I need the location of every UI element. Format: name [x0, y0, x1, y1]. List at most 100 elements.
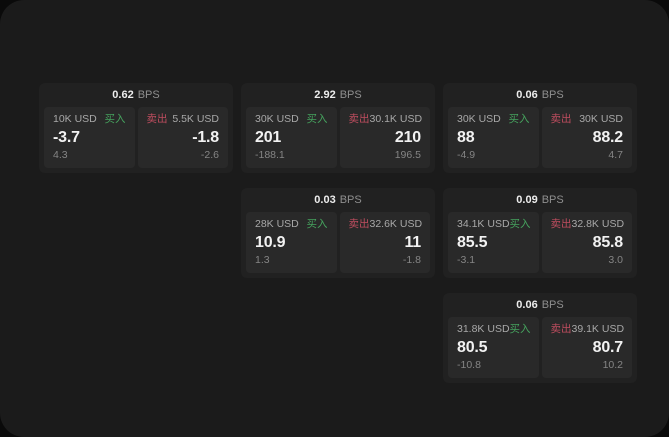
- sell-amount-label: 30.1K USD: [369, 113, 423, 125]
- spread-bps-value: 0.03: [314, 193, 336, 206]
- sell-side-label: 卖出: [348, 113, 370, 125]
- quote-card: 0.09 BPS 34.1K USD 买入 85.5 -3.1 卖出 32.8K…: [443, 188, 637, 278]
- buy-amount-label: 30K USD: [255, 113, 299, 125]
- quote-card: 0.62 BPS 10K USD 买入 -3.7 4.3 卖出 5.5K USD…: [39, 83, 233, 173]
- sell-quote-panel[interactable]: 卖出 5.5K USD -1.8 -2.6: [137, 107, 228, 168]
- bps-unit-label: BPS: [541, 193, 564, 206]
- buy-quote-panel[interactable]: 30K USD 买入 201 -188.1: [246, 107, 337, 168]
- sell-quote-panel[interactable]: 卖出 32.6K USD 11 -1.8: [339, 212, 430, 273]
- bps-unit-label: BPS: [541, 88, 564, 101]
- sell-panel-top: 卖出 39.1K USD: [550, 323, 625, 336]
- sell-price-value: -1.8: [192, 129, 219, 147]
- buy-amount-label: 30K USD: [457, 113, 501, 125]
- quote-panels: 30K USD 买入 201 -188.1 卖出 30.1K USD 210 1…: [241, 107, 435, 173]
- quote-card: 2.92 BPS 30K USD 买入 201 -188.1 卖出 30.1K …: [241, 83, 435, 173]
- quote-card: 0.06 BPS 31.8K USD 买入 80.5 -10.8 卖出 39.1…: [443, 293, 637, 383]
- sell-amount-label: 32.6K USD: [369, 218, 423, 230]
- sell-quote-panel[interactable]: 卖出 30.1K USD 210 196.5: [339, 107, 430, 168]
- buy-delta-value: -4.9: [457, 149, 476, 162]
- sell-amount-label: 30K USD: [579, 113, 623, 125]
- buy-panel-top: 10K USD 买入: [53, 113, 126, 126]
- buy-side-label: 买入: [509, 218, 531, 230]
- sell-delta-value: -1.8: [402, 254, 421, 267]
- sell-amount-label: 39.1K USD: [571, 323, 625, 335]
- card-header: 0.09 BPS: [443, 188, 637, 212]
- spread-bps-value: 0.09: [516, 193, 538, 206]
- spread-bps-value: 0.06: [516, 298, 538, 311]
- buy-delta-value: -3.1: [457, 254, 476, 267]
- buy-side-label: 买入: [104, 113, 126, 125]
- buy-panel-top: 30K USD 买入: [457, 113, 530, 126]
- buy-amount-label: 28K USD: [255, 218, 299, 230]
- sell-panel-top: 卖出 32.6K USD: [348, 218, 423, 231]
- buy-side-label: 买入: [509, 323, 531, 335]
- sell-amount-label: 32.8K USD: [571, 218, 625, 230]
- buy-price-value: -3.7: [53, 129, 80, 147]
- sell-delta-value: 4.7: [608, 149, 623, 162]
- buy-delta-value: -10.8: [457, 359, 481, 372]
- sell-quote-panel[interactable]: 卖出 39.1K USD 80.7 10.2: [541, 317, 632, 378]
- buy-quote-panel[interactable]: 28K USD 买入 10.9 1.3: [246, 212, 337, 273]
- buy-quote-panel[interactable]: 10K USD 买入 -3.7 4.3: [44, 107, 135, 168]
- sell-delta-value: -2.6: [200, 149, 219, 162]
- sell-panel-top: 卖出 30.1K USD: [348, 113, 423, 126]
- quote-panels: 28K USD 买入 10.9 1.3 卖出 32.6K USD 11 -1.8: [241, 212, 435, 278]
- buy-panel-top: 28K USD 买入: [255, 218, 328, 231]
- card-header: 2.92 BPS: [241, 83, 435, 107]
- sell-price-value: 80.7: [592, 339, 624, 357]
- quote-panels: 30K USD 买入 88 -4.9 卖出 30K USD 88.2 4.7: [443, 107, 637, 173]
- bps-unit-label: BPS: [339, 193, 362, 206]
- sell-price-value: 85.8: [592, 234, 624, 252]
- card-header: 0.62 BPS: [39, 83, 233, 107]
- card-header: 0.06 BPS: [443, 83, 637, 107]
- quote-card: 0.03 BPS 28K USD 买入 10.9 1.3 卖出 32.6K US…: [241, 188, 435, 278]
- sell-quote-panel[interactable]: 卖出 30K USD 88.2 4.7: [541, 107, 632, 168]
- buy-panel-top: 31.8K USD 买入: [457, 323, 531, 336]
- buy-side-label: 买入: [306, 113, 328, 125]
- buy-quote-panel[interactable]: 31.8K USD 买入 80.5 -10.8: [448, 317, 539, 378]
- buy-amount-label: 34.1K USD: [457, 218, 510, 230]
- sell-side-label: 卖出: [550, 113, 572, 125]
- buy-price-value: 85.5: [457, 234, 488, 252]
- sell-side-label: 卖出: [550, 323, 572, 335]
- buy-quote-panel[interactable]: 34.1K USD 买入 85.5 -3.1: [448, 212, 539, 273]
- sell-delta-value: 3.0: [608, 254, 623, 267]
- buy-side-label: 买入: [306, 218, 328, 230]
- buy-quote-panel[interactable]: 30K USD 买入 88 -4.9: [448, 107, 539, 168]
- sell-panel-top: 卖出 5.5K USD: [146, 113, 220, 126]
- buy-price-value: 10.9: [255, 234, 286, 252]
- bps-unit-label: BPS: [339, 88, 362, 101]
- sell-price-value: 88.2: [592, 129, 624, 147]
- sell-side-label: 卖出: [146, 113, 168, 125]
- buy-delta-value: -188.1: [255, 149, 285, 162]
- sell-side-label: 卖出: [348, 218, 370, 230]
- sell-quote-panel[interactable]: 卖出 32.8K USD 85.8 3.0: [541, 212, 632, 273]
- buy-delta-value: 1.3: [255, 254, 270, 267]
- card-header: 0.06 BPS: [443, 293, 637, 317]
- buy-amount-label: 10K USD: [53, 113, 97, 125]
- buy-panel-top: 34.1K USD 买入: [457, 218, 531, 231]
- buy-panel-top: 30K USD 买入: [255, 113, 328, 126]
- quote-panels: 34.1K USD 买入 85.5 -3.1 卖出 32.8K USD 85.8…: [443, 212, 637, 278]
- buy-delta-value: 4.3: [53, 149, 68, 162]
- quote-panels: 10K USD 买入 -3.7 4.3 卖出 5.5K USD -1.8 -2.…: [39, 107, 233, 173]
- sell-panel-top: 卖出 32.8K USD: [550, 218, 625, 231]
- sell-delta-value: 10.2: [602, 359, 623, 372]
- sell-side-label: 卖出: [550, 218, 572, 230]
- card-header: 0.03 BPS: [241, 188, 435, 212]
- buy-side-label: 买入: [508, 113, 530, 125]
- spread-bps-value: 0.62: [112, 88, 134, 101]
- sell-delta-value: 196.5: [394, 149, 421, 162]
- sell-price-value: 210: [394, 129, 421, 147]
- buy-price-value: 80.5: [457, 339, 488, 357]
- sell-panel-top: 卖出 30K USD: [550, 113, 624, 126]
- spread-bps-value: 0.06: [516, 88, 538, 101]
- bps-unit-label: BPS: [541, 298, 564, 311]
- sell-amount-label: 5.5K USD: [172, 113, 219, 125]
- sell-price-value: 11: [404, 234, 421, 252]
- buy-price-value: 88: [457, 129, 475, 147]
- quote-card: 0.06 BPS 30K USD 买入 88 -4.9 卖出 30K USD 8…: [443, 83, 637, 173]
- buy-price-value: 201: [255, 129, 282, 147]
- quote-panels: 31.8K USD 买入 80.5 -10.8 卖出 39.1K USD 80.…: [443, 317, 637, 383]
